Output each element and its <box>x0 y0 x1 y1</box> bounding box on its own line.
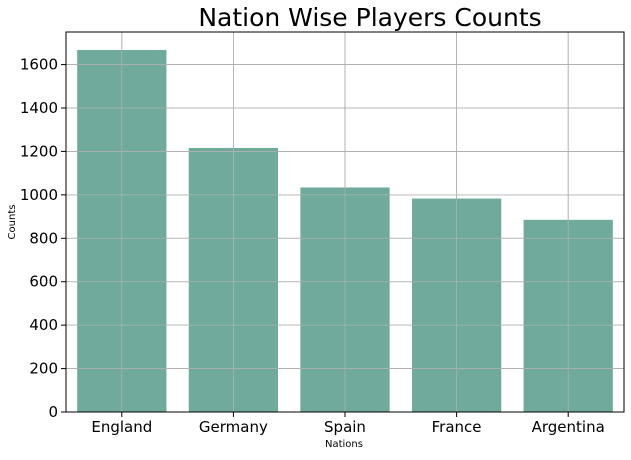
y-tick-label: 200 <box>29 360 58 378</box>
y-tick-label: 400 <box>29 316 58 334</box>
x-tick-label: Germany <box>199 418 268 436</box>
y-tick-label: 0 <box>48 403 58 421</box>
y-tick-label: 600 <box>29 273 58 291</box>
y-tick-label: 800 <box>29 229 58 247</box>
x-tick-label: France <box>432 418 482 436</box>
x-tick-label: England <box>91 418 152 436</box>
y-tick-label: 1600 <box>20 56 58 74</box>
tick-labels: 0 200 400 600 800 1000 1200 1400 1600 England Germ… <box>20 56 605 436</box>
axes <box>61 31 625 417</box>
plot-frame <box>65 31 625 413</box>
x-tick-label: Spain <box>324 418 366 436</box>
y-axis-label: Counts <box>7 205 18 240</box>
chart-title: Nation Wise Players Counts <box>198 3 541 32</box>
y-tick-label: 1400 <box>20 99 58 117</box>
y-tick-label: 1200 <box>20 142 58 160</box>
x-tick-label: Argentina <box>532 418 605 436</box>
x-axis-label: Nations <box>325 439 363 450</box>
y-tick-label: 1000 <box>20 186 58 204</box>
